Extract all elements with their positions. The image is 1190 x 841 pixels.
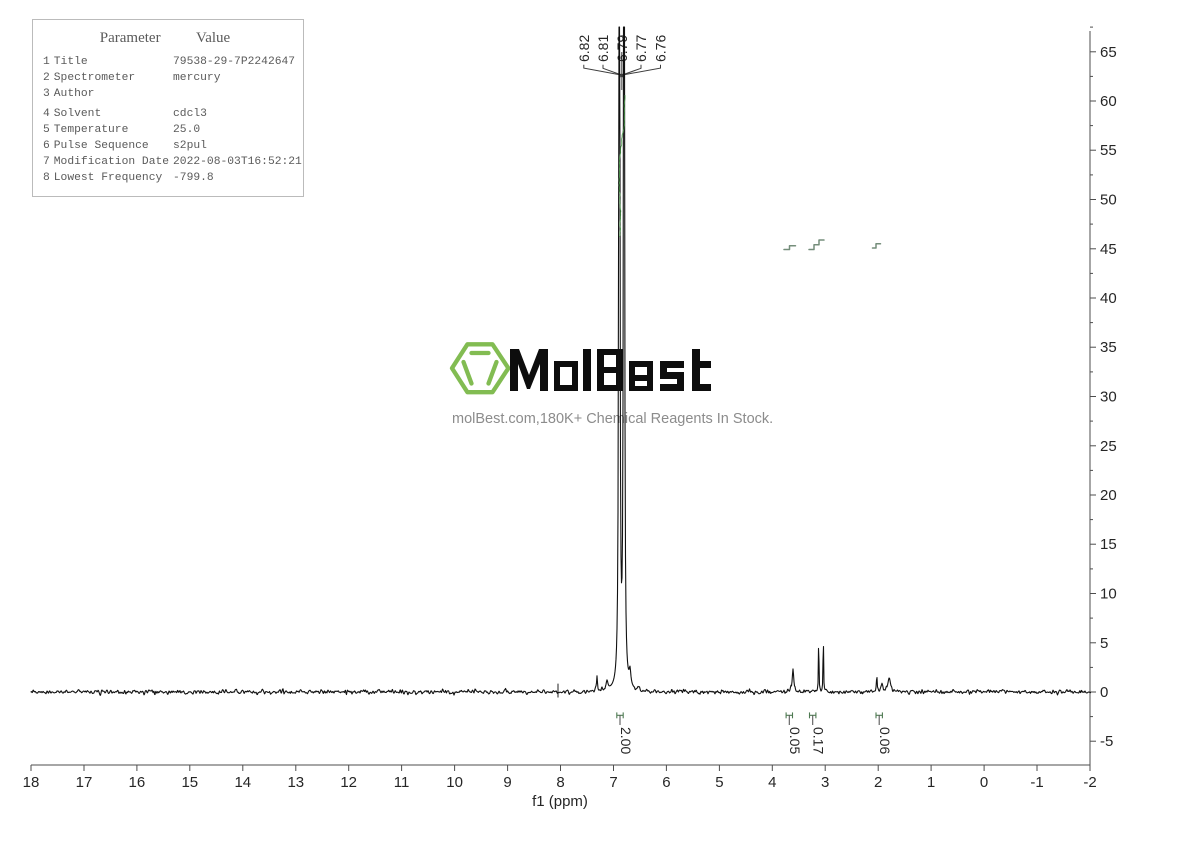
svg-text:molBest.com,180K+ Chemical Rea: molBest.com,180K+ Chemical Reagents In S… <box>452 411 773 427</box>
svg-text:8: 8 <box>556 774 564 791</box>
svg-text:50: 50 <box>1100 192 1117 209</box>
svg-text:55: 55 <box>1100 142 1117 159</box>
svg-text:1: 1 <box>927 774 935 791</box>
svg-text:5: 5 <box>715 774 723 791</box>
svg-text:0: 0 <box>1100 684 1108 701</box>
svg-text:17: 17 <box>76 774 93 791</box>
svg-text:6: 6 <box>662 774 670 791</box>
svg-text:35: 35 <box>1100 339 1117 356</box>
svg-text:2: 2 <box>874 774 882 791</box>
svg-text:10: 10 <box>1100 586 1117 603</box>
svg-text:0.05: 0.05 <box>787 727 803 754</box>
svg-text:0.06: 0.06 <box>877 727 893 754</box>
svg-text:25: 25 <box>1100 438 1117 455</box>
svg-text:60: 60 <box>1100 93 1117 110</box>
svg-text:13: 13 <box>287 774 304 791</box>
svg-text:0.17: 0.17 <box>811 727 827 754</box>
svg-text:4: 4 <box>768 774 776 791</box>
svg-text:6.81: 6.81 <box>595 35 611 62</box>
svg-text:9: 9 <box>503 774 511 791</box>
svg-text:15: 15 <box>1100 536 1117 553</box>
svg-text:6.77: 6.77 <box>633 35 649 62</box>
svg-text:f1 (ppm): f1 (ppm) <box>532 793 588 810</box>
svg-text:7: 7 <box>609 774 617 791</box>
svg-text:2.00: 2.00 <box>618 727 634 754</box>
svg-text:20: 20 <box>1100 487 1117 504</box>
svg-text:-1: -1 <box>1030 774 1043 791</box>
svg-text:10: 10 <box>446 774 463 791</box>
svg-text:16: 16 <box>129 774 146 791</box>
svg-text:40: 40 <box>1100 290 1117 307</box>
svg-text:15: 15 <box>181 774 198 791</box>
svg-text:14: 14 <box>234 774 251 791</box>
svg-text:0: 0 <box>980 774 988 791</box>
svg-text:30: 30 <box>1100 389 1117 406</box>
svg-text:6.79: 6.79 <box>614 35 630 62</box>
svg-text:6.76: 6.76 <box>653 35 669 62</box>
svg-text:45: 45 <box>1100 241 1117 258</box>
svg-text:3: 3 <box>821 774 829 791</box>
svg-text:12: 12 <box>340 774 357 791</box>
svg-text:-5: -5 <box>1100 733 1113 750</box>
svg-text:5: 5 <box>1100 635 1108 652</box>
svg-text:18: 18 <box>23 774 40 791</box>
svg-text:65: 65 <box>1100 44 1117 61</box>
svg-text:6.82: 6.82 <box>576 35 592 62</box>
svg-text:11: 11 <box>394 774 410 791</box>
svg-text:-2: -2 <box>1083 774 1096 791</box>
